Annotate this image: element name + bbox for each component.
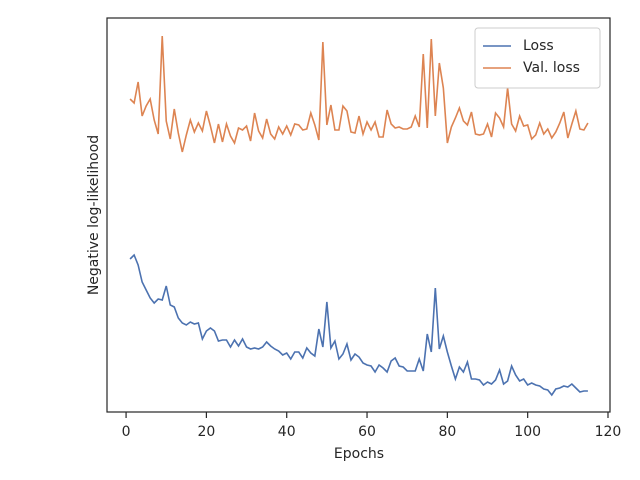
x-axis-label: Epochs [334, 446, 384, 462]
y-axis-label: Negative log-likelihood [86, 135, 102, 295]
line-series [129, 35, 589, 153]
x-tick-label: 0 [122, 424, 131, 440]
legend-label: Loss [523, 38, 554, 54]
plot-frame [106, 17, 611, 413]
line-series [129, 253, 588, 397]
x-tick-label: 80 [438, 424, 456, 440]
legend: Loss Val. loss [474, 27, 601, 89]
legend-label: Val. loss [523, 60, 580, 76]
x-tick-label: 20 [197, 424, 215, 440]
x-tick-label: 40 [278, 424, 296, 440]
x-tick-label: 60 [358, 424, 376, 440]
legend-frame [474, 27, 601, 89]
x-tick-label: 100 [514, 424, 541, 440]
x-tick-label: 120 [595, 424, 622, 440]
